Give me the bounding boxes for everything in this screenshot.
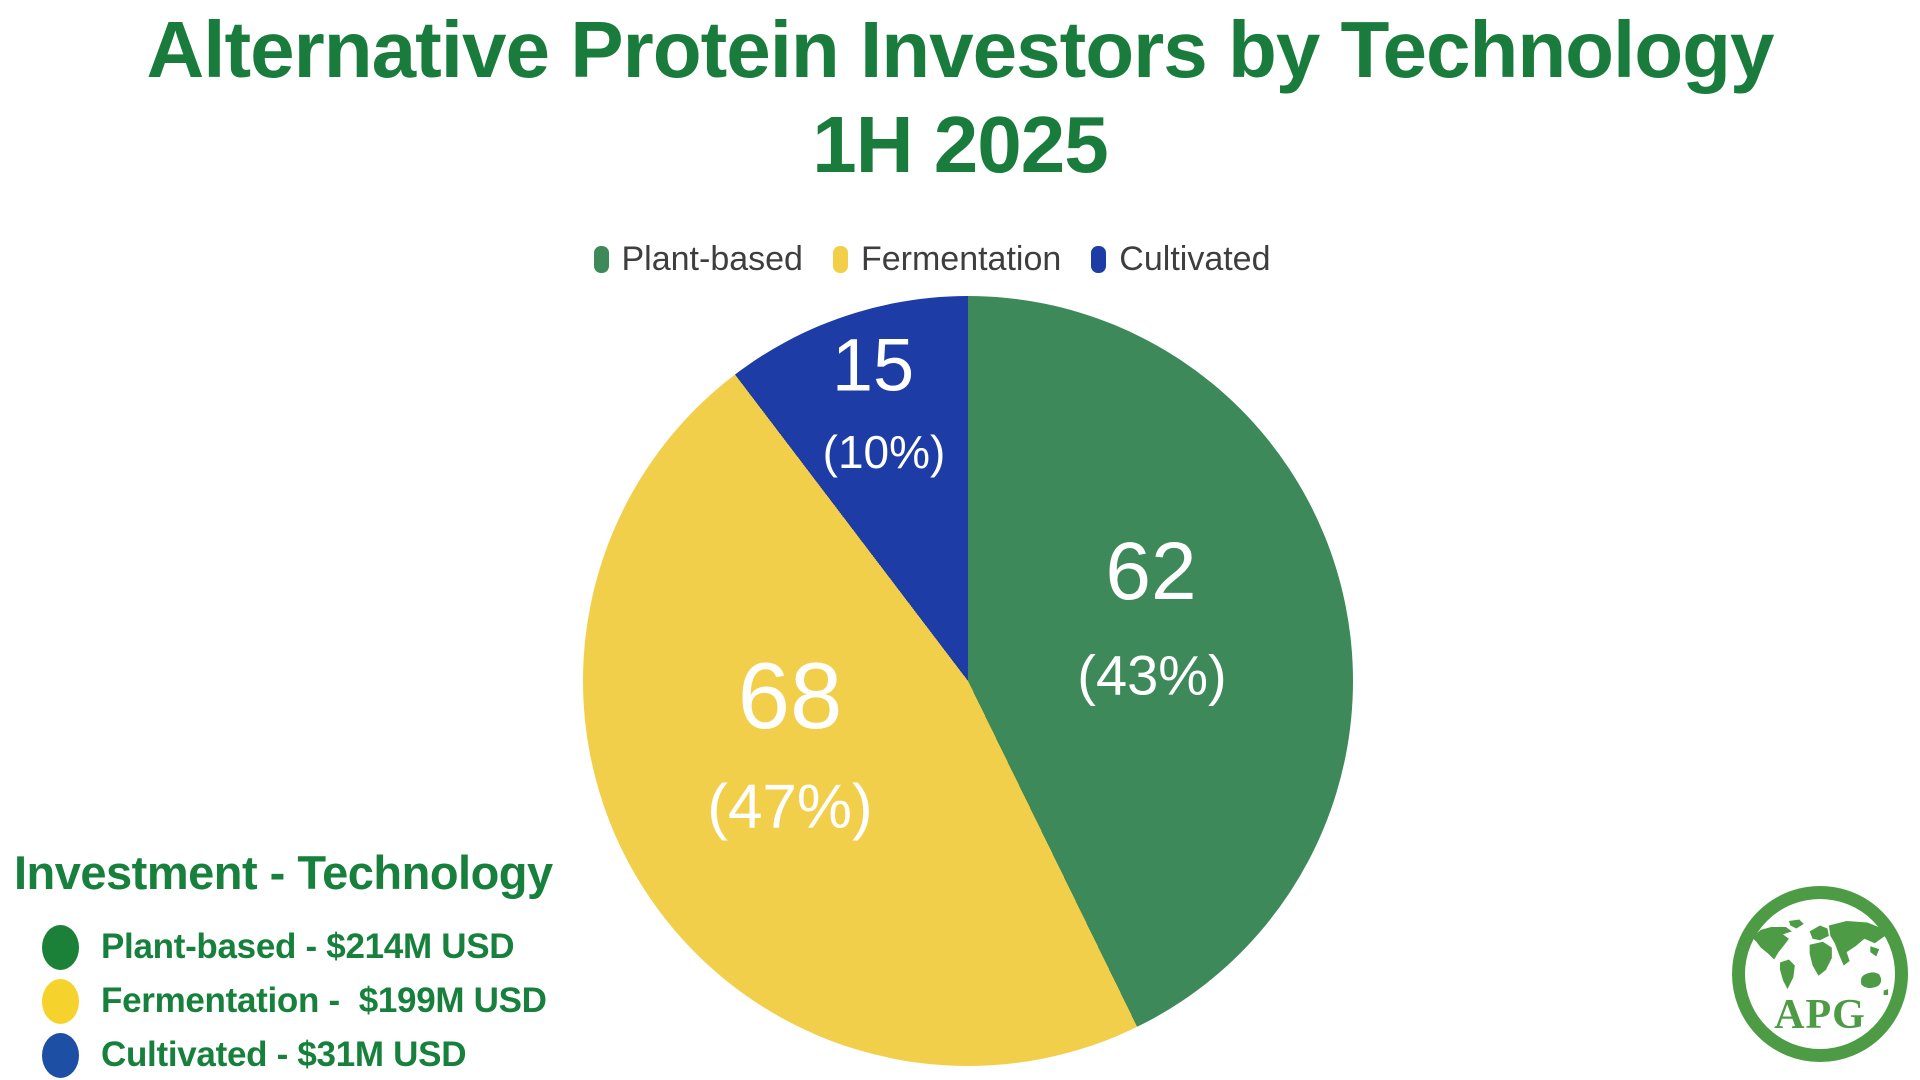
legend-item-fermentation: Fermentation [832, 240, 1062, 279]
investment-row-cultivated: Cultivated - $31M USD [14, 1028, 553, 1080]
chart-title-line1: Alternative Protein Investors by Technol… [146, 5, 1775, 94]
fermentation-swatch-icon [832, 246, 848, 273]
legend-item-cultivated: Cultivated [1091, 240, 1271, 279]
investment-row-plant-based: Plant-based - $214M USD [14, 920, 553, 974]
apg-logo-text: APG [1774, 992, 1866, 1038]
slice-percent: (47%) [707, 772, 873, 842]
legend-label: Cultivated [1119, 240, 1271, 278]
slice-value: 62 [1105, 526, 1197, 617]
cultivated-bullet-icon [42, 1032, 79, 1078]
slice-value: 15 [831, 323, 915, 407]
investment-heading: Investment - Technology [14, 846, 553, 899]
legend-label: Fermentation [860, 240, 1062, 278]
investment-row-label: Plant-based - $214M USD [101, 927, 515, 966]
legend-label: Plant-based [621, 240, 803, 278]
plant-based-bullet-icon [42, 924, 79, 970]
investment-rows: Plant-based - $214M USD Fermentation - $… [14, 920, 553, 1080]
world-map-icon [1751, 919, 1889, 996]
fermentation-bullet-icon [42, 978, 79, 1024]
slice-value: 68 [737, 643, 843, 748]
investment-panel: Investment - Technology Plant-based - $2… [14, 845, 553, 1080]
investment-row-fermentation: Fermentation - $199M USD [14, 974, 553, 1028]
investment-row-label: Fermentation - $199M USD [101, 981, 547, 1020]
apg-logo: APG [1732, 886, 1908, 1062]
pie-chart [583, 296, 1353, 1066]
chart-title-line2: 1H 2025 [812, 100, 1108, 189]
chart-legend: Plant-based Fermentation Cultivated [0, 240, 1892, 279]
investment-row-label: Cultivated - $31M USD [101, 1035, 467, 1074]
slice-percent: (10%) [822, 426, 946, 478]
chart-title: Alternative Protein Investors by Technol… [0, 2, 1920, 192]
slice-percent: (43%) [1077, 643, 1227, 707]
cultivated-swatch-icon [1091, 246, 1107, 273]
plant-based-swatch-icon [593, 246, 609, 273]
legend-item-plant-based: Plant-based [593, 240, 803, 279]
